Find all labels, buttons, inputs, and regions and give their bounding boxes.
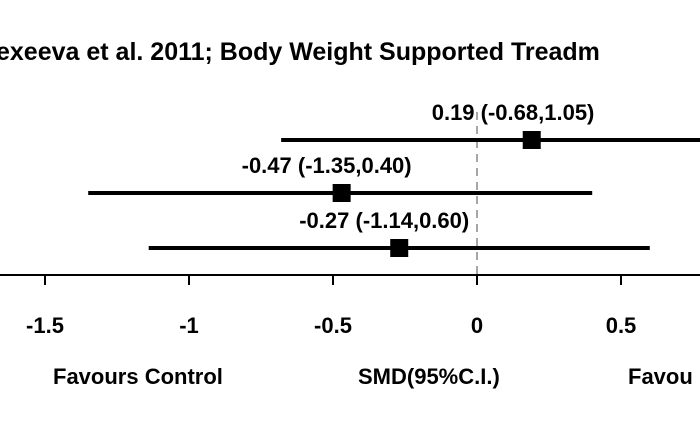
x-tick-label-4: 0 <box>471 313 483 338</box>
favours-treatment-label: Favou <box>628 364 693 389</box>
data-label-2: -0.47 (-1.35,0.40) <box>242 153 412 178</box>
favours-control-label: Favours Control <box>53 364 223 389</box>
point-estimate-3 <box>390 239 409 257</box>
data-label-3: -0.27 (-1.14,0.60) <box>299 208 469 233</box>
x-axis-label: SMD(95%C.I.) <box>358 364 500 389</box>
x-tick-label-1: -1.5 <box>26 313 64 338</box>
x-tick-label-3: -0.5 <box>314 313 352 338</box>
x-tick-label-5: 0.5 <box>606 313 637 338</box>
x-tick-label-2: -1 <box>179 313 199 338</box>
chart-title: exeeva et al. 2011; Body Weight Supporte… <box>0 38 600 66</box>
data-label-1: 0.19 (-0.68,1.05) <box>432 100 595 125</box>
point-estimate-2 <box>332 184 351 202</box>
point-estimate-1 <box>522 131 541 149</box>
